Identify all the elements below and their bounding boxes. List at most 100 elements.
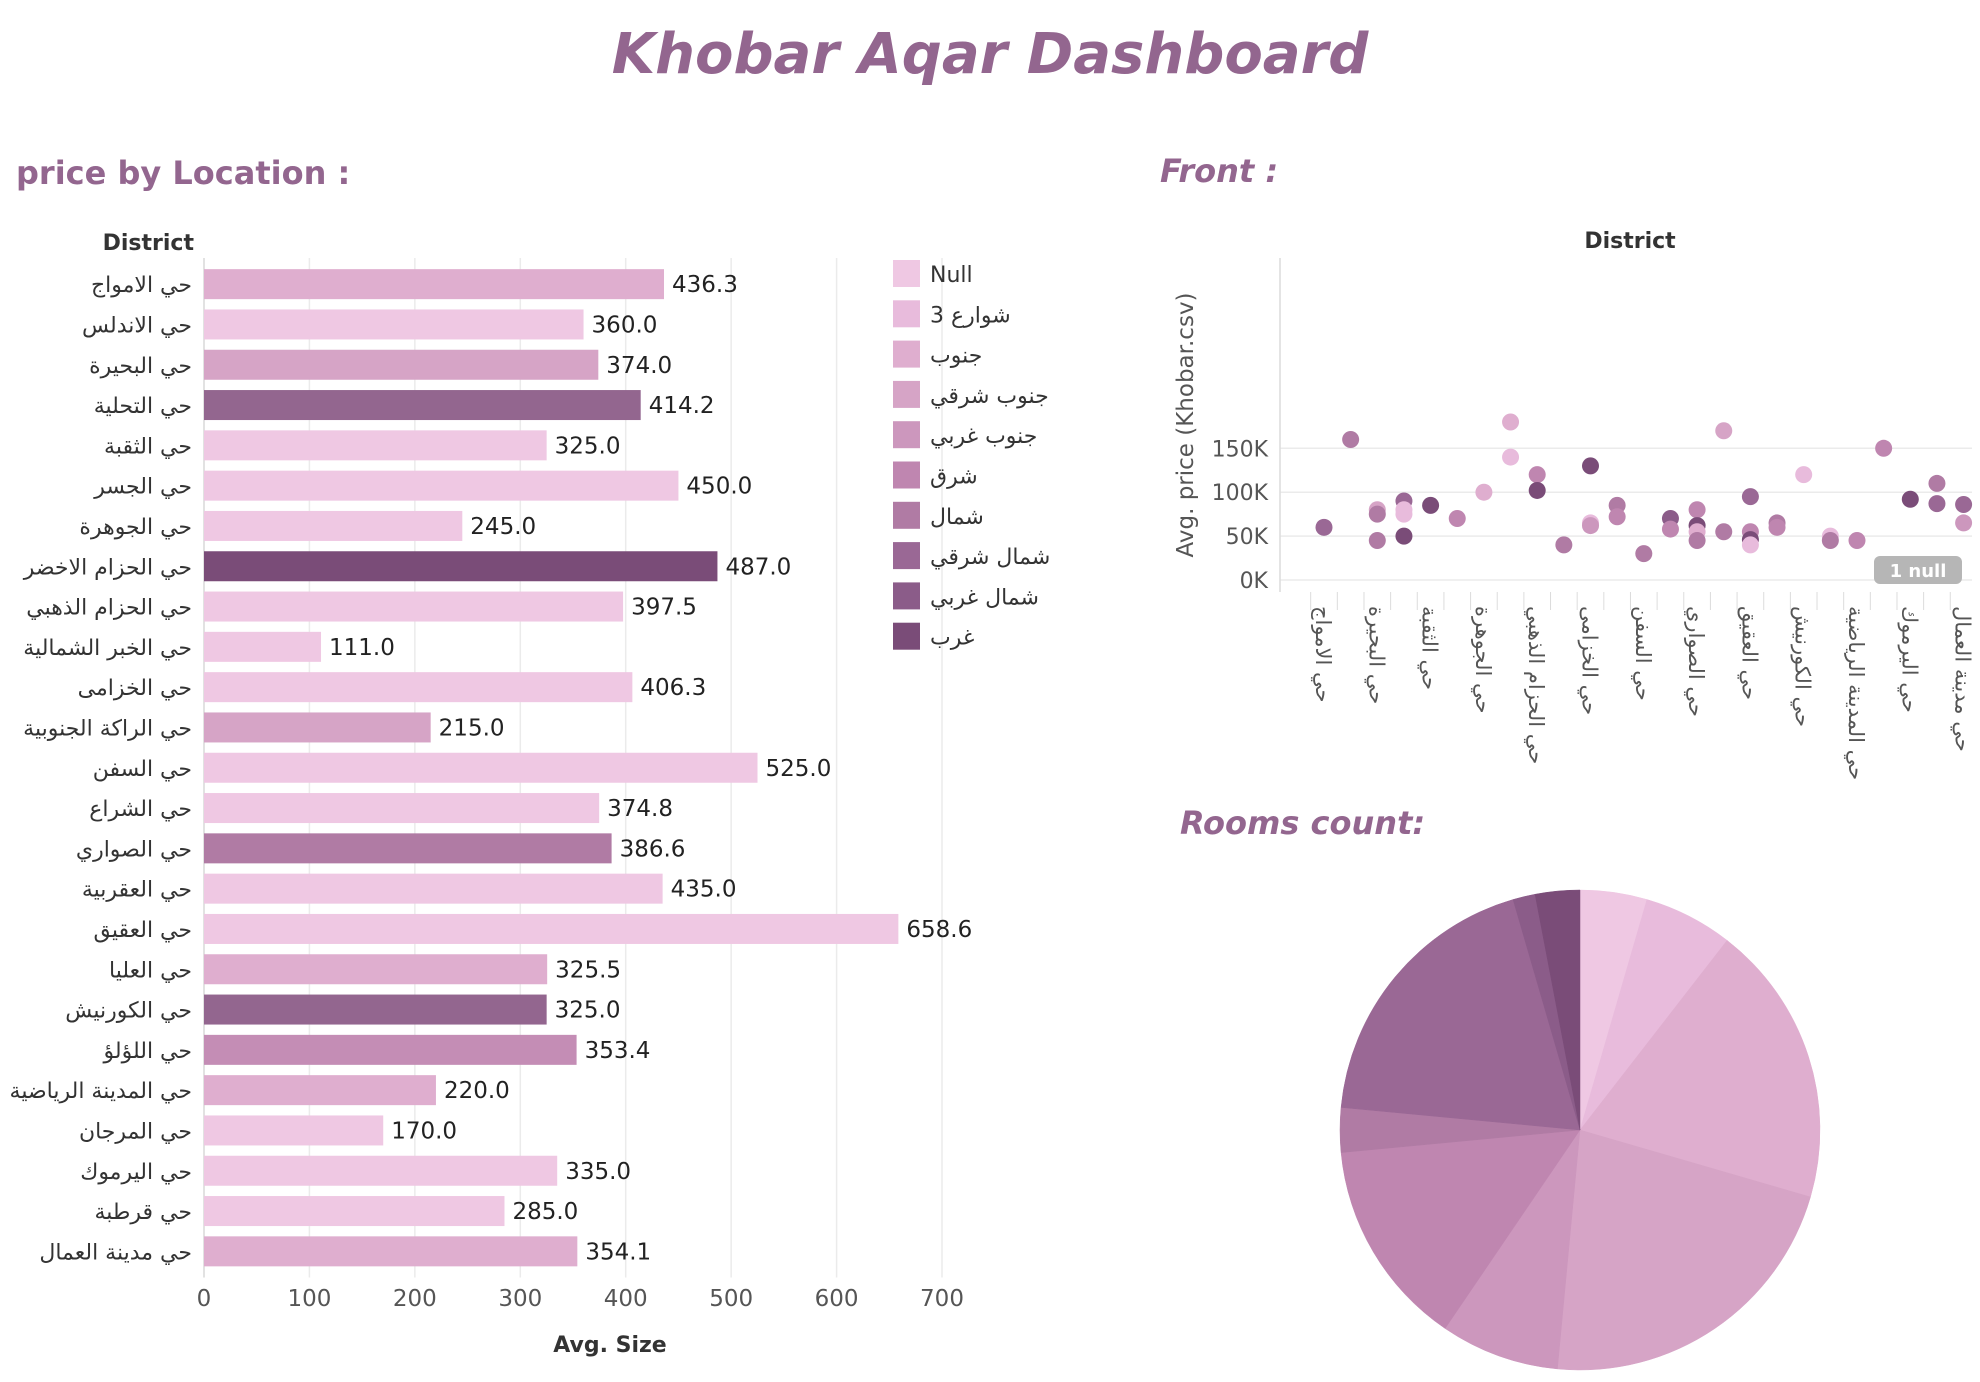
scatter-point[interactable] bbox=[1821, 531, 1839, 549]
bar[interactable] bbox=[204, 954, 548, 985]
bar[interactable] bbox=[204, 873, 663, 904]
scatter-point[interactable] bbox=[1315, 518, 1333, 536]
pie-slice[interactable] bbox=[1340, 899, 1581, 1131]
bar[interactable] bbox=[204, 1155, 558, 1186]
scatter-point[interactable] bbox=[1368, 531, 1386, 549]
bar[interactable] bbox=[204, 1034, 577, 1065]
bar[interactable] bbox=[204, 269, 664, 300]
pie-section-title: Rooms count: bbox=[1180, 804, 1426, 842]
scatter-point[interactable] bbox=[1582, 457, 1599, 475]
bar[interactable] bbox=[204, 470, 679, 501]
bar-value-label: 353.4 bbox=[585, 1038, 651, 1064]
null-badge[interactable] bbox=[1874, 556, 1962, 584]
bar-category-label: حي المدينة الرياضية bbox=[10, 1079, 192, 1104]
scatter-point[interactable] bbox=[1395, 527, 1413, 545]
bar[interactable] bbox=[204, 712, 431, 743]
bar[interactable] bbox=[204, 672, 633, 703]
bar-category-label: حي اليرموك bbox=[80, 1160, 192, 1185]
bar[interactable] bbox=[204, 1196, 505, 1227]
bar[interactable] bbox=[204, 551, 718, 582]
bar-value-label: 406.3 bbox=[640, 675, 706, 701]
bar[interactable] bbox=[204, 994, 547, 1025]
bar-value-label: 335.0 bbox=[565, 1159, 631, 1185]
scatter-header: District bbox=[1584, 229, 1676, 254]
bar[interactable] bbox=[204, 591, 624, 622]
pie-slice[interactable] bbox=[1557, 1129, 1811, 1371]
scatter-point[interactable] bbox=[1502, 413, 1520, 431]
scatter-point[interactable] bbox=[1448, 510, 1466, 528]
bar-value-label: 111.0 bbox=[329, 635, 395, 661]
scatter-point[interactable] bbox=[1342, 431, 1360, 449]
scatter-x-tick-label: حي الصواري bbox=[1684, 606, 1708, 717]
bar-category-label: حي الثقبة bbox=[104, 434, 192, 459]
bar[interactable] bbox=[204, 430, 547, 461]
scatter-x-tick-label: حي الامواج bbox=[1310, 606, 1335, 702]
bar[interactable] bbox=[204, 1115, 384, 1146]
bar[interactable] bbox=[204, 349, 599, 380]
scatter-point[interactable] bbox=[1608, 508, 1626, 526]
scatter-point[interactable] bbox=[1928, 495, 1946, 513]
scatter-point[interactable] bbox=[1528, 481, 1546, 499]
bar-category-label: حي الجسر bbox=[93, 475, 192, 500]
scatter-point[interactable] bbox=[1715, 422, 1733, 440]
bar-value-label: 386.6 bbox=[620, 836, 686, 862]
scatter-x-tick-label: حي مدينة العمال bbox=[1951, 606, 1975, 752]
scatter-x-tick-label: حي الثقبة bbox=[1418, 606, 1442, 690]
bar-value-label: 397.5 bbox=[631, 595, 697, 621]
bar[interactable] bbox=[204, 510, 463, 541]
scatter-point[interactable] bbox=[1555, 536, 1573, 554]
bar[interactable] bbox=[204, 1236, 578, 1267]
scatter-point[interactable] bbox=[1928, 474, 1946, 492]
scatter-point[interactable] bbox=[1582, 517, 1599, 535]
bar-category-label: حي المرجان bbox=[79, 1119, 192, 1144]
scatter-point[interactable] bbox=[1875, 439, 1893, 457]
bar[interactable] bbox=[204, 390, 641, 421]
scatter-point[interactable] bbox=[1901, 490, 1919, 508]
bar-value-label: 435.0 bbox=[671, 877, 737, 903]
bar[interactable] bbox=[204, 913, 899, 944]
bar[interactable] bbox=[204, 752, 758, 783]
scatter-point[interactable] bbox=[1741, 536, 1759, 554]
scatter-point[interactable] bbox=[1955, 495, 1973, 513]
pie-slice[interactable] bbox=[1444, 1129, 1581, 1370]
bar-category-label: حي العليا bbox=[109, 958, 192, 983]
scatter-x-tick-label: حي المدينة الرياضية bbox=[1844, 606, 1868, 780]
scatter-y-tick-label: 100K bbox=[1212, 481, 1269, 506]
scatter-point[interactable] bbox=[1688, 531, 1706, 549]
bar[interactable] bbox=[204, 631, 322, 662]
bar-value-label: 374.8 bbox=[607, 796, 673, 822]
legend-swatch bbox=[893, 461, 920, 489]
scatter-point[interactable] bbox=[1475, 483, 1493, 501]
bar-value-label: 215.0 bbox=[439, 715, 505, 741]
scatter-point[interactable] bbox=[1955, 514, 1973, 532]
legend-swatch bbox=[893, 501, 920, 529]
legend-swatch bbox=[893, 380, 920, 408]
scatter-point[interactable] bbox=[1741, 488, 1759, 506]
scatter-point[interactable] bbox=[1368, 505, 1386, 523]
bar[interactable] bbox=[204, 833, 612, 864]
bar-x-tick-label: 200 bbox=[393, 1286, 437, 1312]
bar-category-label: حي السفن bbox=[93, 757, 192, 782]
bar[interactable] bbox=[204, 1075, 436, 1106]
pie-slice[interactable] bbox=[1579, 940, 1821, 1198]
scatter-point[interactable] bbox=[1715, 523, 1733, 541]
bar-value-label: 658.6 bbox=[906, 917, 972, 943]
scatter-point[interactable] bbox=[1795, 466, 1813, 484]
scatter-point[interactable] bbox=[1528, 466, 1546, 484]
legend-swatch bbox=[893, 421, 920, 449]
scatter-point[interactable] bbox=[1395, 505, 1413, 523]
bar[interactable] bbox=[204, 793, 600, 824]
scatter-point[interactable] bbox=[1422, 496, 1440, 514]
scatter-point[interactable] bbox=[1768, 518, 1786, 536]
scatter-point[interactable] bbox=[1502, 448, 1520, 466]
scatter-point[interactable] bbox=[1635, 545, 1653, 563]
scatter-point[interactable] bbox=[1661, 520, 1679, 538]
bar[interactable] bbox=[204, 309, 584, 340]
pie-slice[interactable] bbox=[1340, 1129, 1581, 1329]
scatter-x-tick-label: حي السفن bbox=[1631, 606, 1655, 701]
pie-slice[interactable] bbox=[1534, 889, 1581, 1131]
scatter-point[interactable] bbox=[1848, 531, 1866, 549]
bar-value-label: 220.0 bbox=[444, 1078, 510, 1104]
scatter-point[interactable] bbox=[1688, 501, 1706, 519]
